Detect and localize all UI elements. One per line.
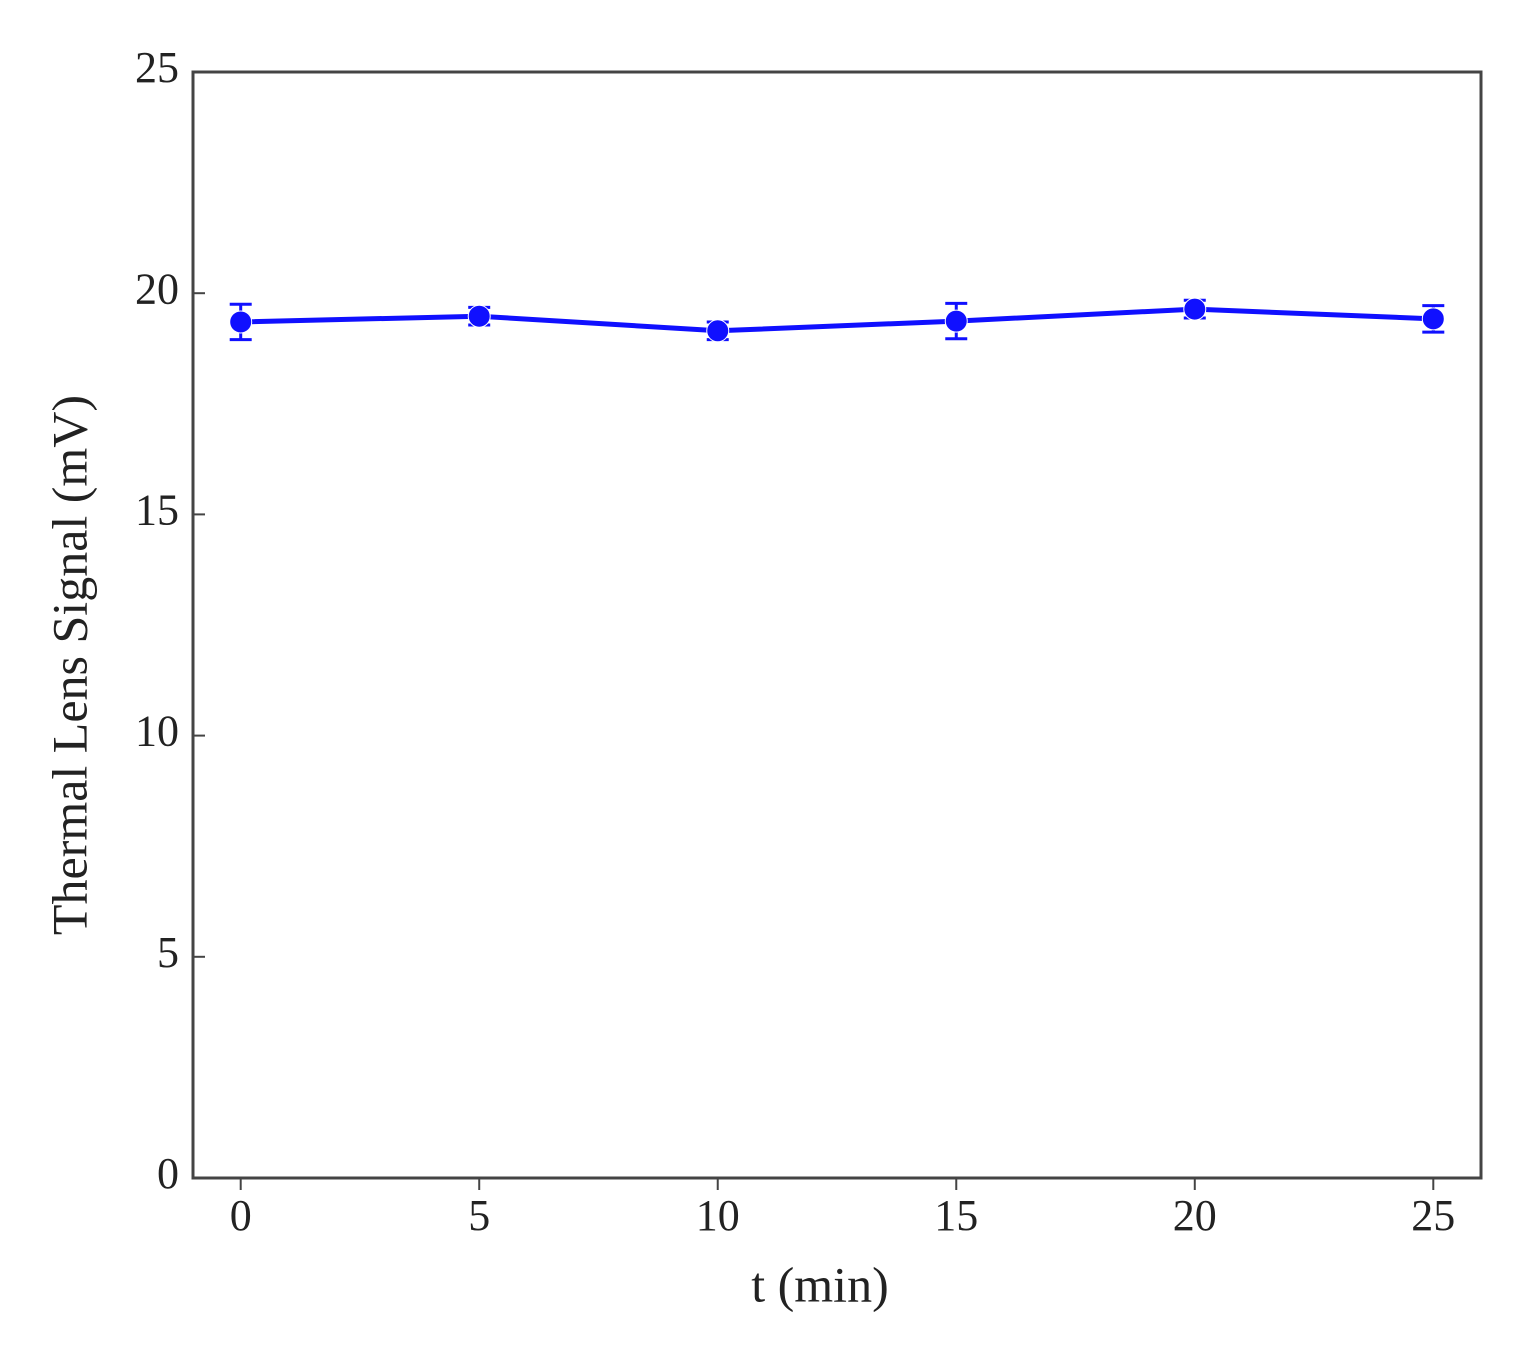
x-tick-label: 25	[1411, 1191, 1455, 1240]
marker	[706, 319, 729, 342]
y-tick-label: 10	[135, 707, 179, 756]
x-axis-label: t (min)	[751, 1256, 888, 1312]
y-axis-label: Thermal Lens Signal (mV)	[41, 395, 97, 935]
y-tick-label: 5	[157, 928, 179, 977]
x-tick-label: 5	[468, 1191, 490, 1240]
plot-frame	[191, 70, 1483, 1180]
y-tick-label: 0	[157, 1149, 179, 1198]
marker	[1422, 307, 1445, 330]
marker	[468, 305, 491, 328]
y-tick-label: 25	[135, 43, 179, 92]
marker	[229, 310, 252, 333]
marker-ring	[229, 310, 253, 334]
x-tick-label: 0	[230, 1191, 252, 1240]
series-line	[240, 306, 1434, 334]
marker-ring	[706, 319, 730, 343]
marker-ring	[944, 309, 968, 333]
y-tick-label: 20	[135, 264, 179, 313]
marker-ring	[1183, 297, 1207, 321]
x-tick-label: 10	[696, 1191, 740, 1240]
marker-ring	[1421, 307, 1445, 331]
marker	[945, 310, 968, 333]
x-tick-label: 15	[934, 1191, 978, 1240]
marker-ring	[467, 304, 491, 328]
y-tick-label: 15	[135, 485, 179, 534]
marker	[1183, 298, 1206, 321]
x-tick-label: 20	[1173, 1191, 1217, 1240]
